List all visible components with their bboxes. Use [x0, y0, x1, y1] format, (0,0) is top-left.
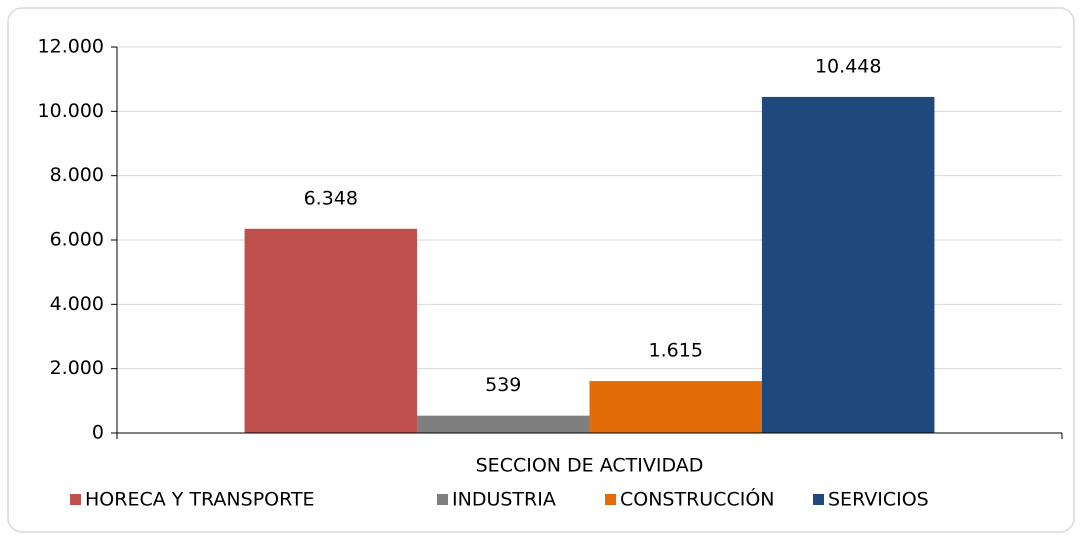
- x-tick-label: SECCION DE ACTIVIDAD: [476, 455, 704, 477]
- y-tick-label: 12.000: [38, 36, 104, 58]
- y-tick-label: 2.000: [50, 357, 104, 379]
- legend-label: SERVICIOS: [828, 489, 929, 511]
- y-tick-label: 6.000: [50, 229, 104, 251]
- bar: [417, 415, 590, 433]
- data-label: 6.348: [304, 187, 358, 209]
- y-tick-label: 10.000: [38, 100, 104, 122]
- legend-label: CONSTRUCCIÓN: [620, 487, 775, 511]
- bar: [761, 96, 935, 433]
- data-label: 1.615: [649, 340, 703, 362]
- legend-swatch: [437, 494, 448, 505]
- data-label: 10.448: [815, 55, 881, 77]
- data-label: 539: [485, 374, 521, 396]
- y-tick-label: 4.000: [50, 293, 104, 315]
- legend-swatch: [70, 494, 81, 505]
- bar: [589, 381, 762, 433]
- legend-label: INDUSTRIA: [452, 489, 556, 511]
- bar: [244, 228, 418, 433]
- y-tick-label: 0: [92, 422, 104, 444]
- legend-swatch: [605, 494, 616, 505]
- legend-swatch: [813, 494, 824, 505]
- legend-label: HORECA Y TRANSPORTE: [85, 489, 315, 511]
- y-tick-label: 8.000: [50, 164, 104, 186]
